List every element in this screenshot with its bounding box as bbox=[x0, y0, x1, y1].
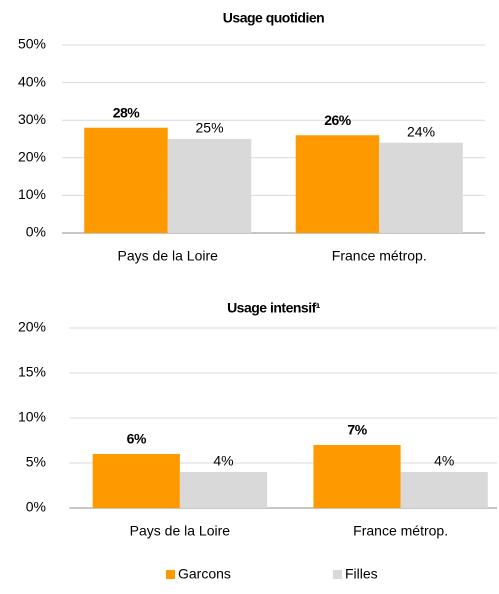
data-label: 24% bbox=[407, 123, 435, 139]
data-label: 7% bbox=[347, 422, 367, 438]
legend-label: Garcons bbox=[178, 566, 231, 582]
y-tick-label: 20% bbox=[18, 319, 46, 335]
data-label: 6% bbox=[127, 431, 147, 447]
data-label: 25% bbox=[196, 120, 224, 136]
x-tick-label: France métrop. bbox=[332, 248, 427, 264]
data-label: 4% bbox=[213, 453, 233, 469]
bar bbox=[84, 127, 168, 233]
bar bbox=[92, 454, 180, 508]
data-label: 28% bbox=[113, 104, 141, 120]
chart-title: Usage quotidien bbox=[223, 10, 324, 26]
x-tick-label: France métrop. bbox=[353, 523, 448, 539]
bar bbox=[295, 135, 380, 233]
y-tick-label: 0% bbox=[26, 224, 46, 240]
legend-swatch bbox=[166, 570, 175, 579]
data-label: 4% bbox=[434, 453, 454, 469]
y-tick-label: 15% bbox=[18, 364, 46, 380]
y-tick-label: 50% bbox=[18, 36, 46, 52]
y-tick-label: 5% bbox=[26, 454, 46, 470]
y-tick-label: 10% bbox=[18, 409, 46, 425]
y-tick-label: 40% bbox=[18, 73, 46, 89]
y-tick-label: 30% bbox=[18, 111, 46, 127]
y-tick-label: 20% bbox=[18, 149, 46, 165]
bar bbox=[313, 445, 401, 508]
bar bbox=[167, 139, 252, 233]
x-tick-label: Pays de la Loire bbox=[118, 248, 219, 264]
chart-title: Usage intensif¹ bbox=[227, 300, 321, 316]
y-tick-label: 10% bbox=[18, 186, 46, 202]
legend-swatch bbox=[333, 570, 342, 579]
bar bbox=[179, 472, 268, 508]
x-tick-label: Pays de la Loire bbox=[130, 523, 231, 539]
y-tick-label: 0% bbox=[26, 499, 46, 515]
bar bbox=[400, 472, 488, 508]
bar bbox=[379, 142, 463, 233]
legend-label: Filles bbox=[345, 566, 378, 582]
data-label: 26% bbox=[324, 112, 352, 128]
